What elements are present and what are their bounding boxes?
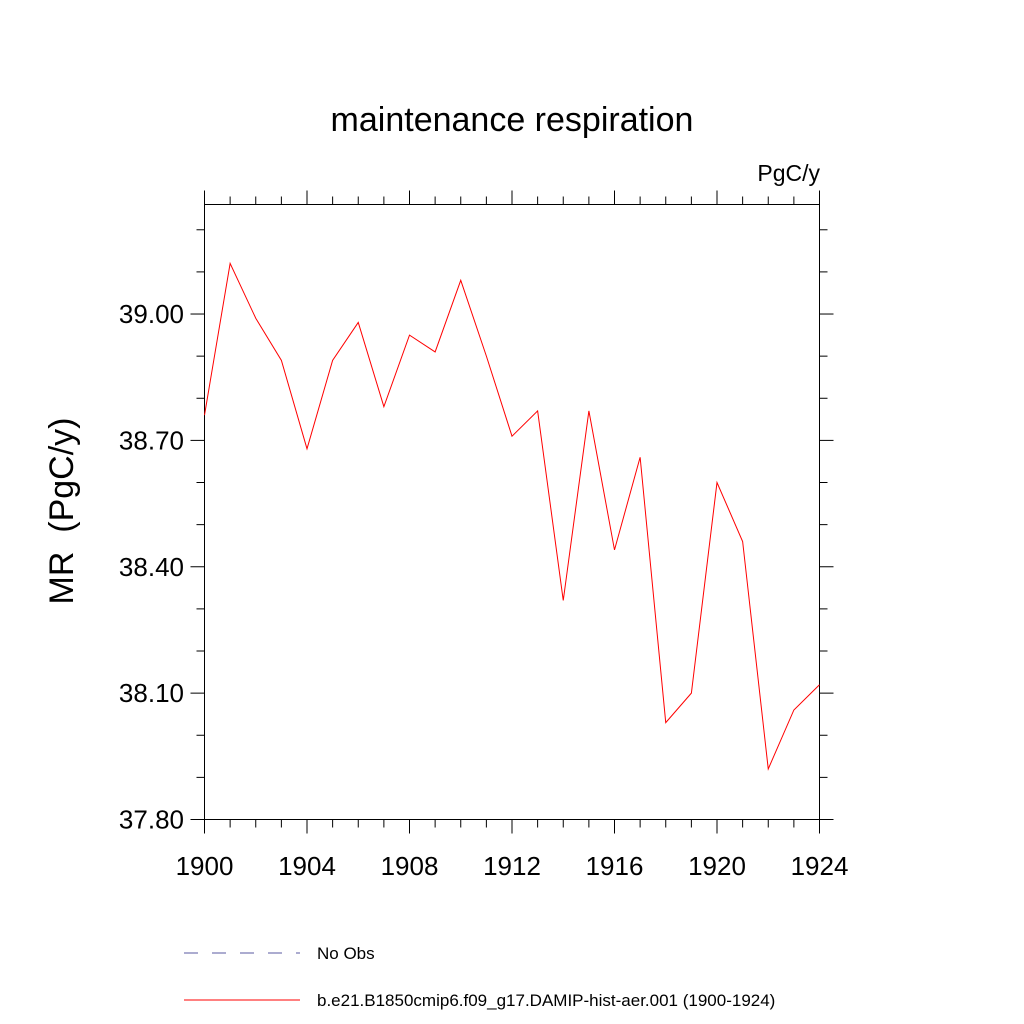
y-tick-label: 38.10 [119, 678, 184, 708]
series-group [204, 261, 820, 771]
tick-labels: 1900 1904 1908 1912 1916 1920 1924 37.80 38.10 38… [119, 299, 849, 881]
units-label: PgC/y [757, 160, 820, 186]
legend: No Obs b.e21.B1850cmip6.f09_g17.DAMIP-his… [184, 944, 775, 1010]
chart-title: maintenance respiration [331, 101, 694, 139]
legend-label: No Obs [317, 944, 375, 963]
axis-ticks [190, 190, 834, 834]
y-tick-label: 38.40 [119, 552, 184, 582]
x-tick-label: 1924 [791, 851, 849, 881]
x-tick-label: 1904 [278, 851, 336, 881]
series-line [204, 261, 820, 771]
y-tick-label: 39.00 [119, 299, 184, 329]
y-tick-label: 37.80 [119, 805, 184, 835]
y-axis-label: MR (PgC/y) [43, 418, 81, 605]
y-tick-label: 38.70 [119, 425, 184, 455]
x-tick-label: 1900 [176, 851, 234, 881]
plot-frame [204, 204, 820, 820]
x-tick-label: 1908 [381, 851, 439, 881]
x-tick-label: 1912 [483, 851, 541, 881]
x-tick-label: 1920 [688, 851, 746, 881]
legend-label: b.e21.B1850cmip6.f09_g17.DAMIP-hist-aer.… [317, 991, 775, 1010]
x-tick-label: 1916 [586, 851, 644, 881]
